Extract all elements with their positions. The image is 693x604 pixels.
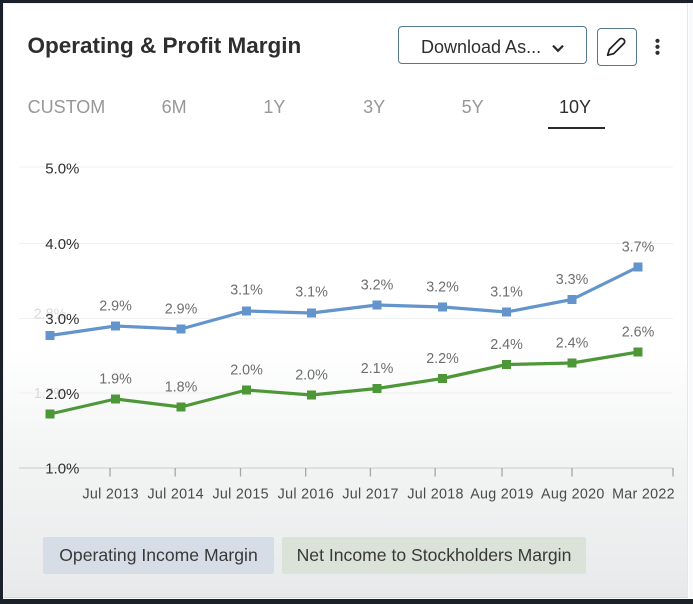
svg-text:2.9%: 2.9% — [165, 302, 198, 318]
svg-text:Jul 2013: Jul 2013 — [82, 486, 138, 502]
svg-text:2.4%: 2.4% — [490, 337, 523, 353]
svg-text:2.0%: 2.0% — [295, 368, 328, 384]
svg-text:5.0%: 5.0% — [45, 161, 79, 178]
svg-text:1.9%: 1.9% — [99, 372, 132, 388]
svg-text:2.9%: 2.9% — [99, 299, 132, 315]
svg-text:3.1%: 3.1% — [490, 285, 523, 301]
svg-text:4.0%: 4.0% — [45, 236, 79, 253]
svg-text:Jul 2017: Jul 2017 — [342, 486, 398, 502]
svg-text:Mar 2022: Mar 2022 — [612, 486, 675, 502]
svg-text:3.2%: 3.2% — [361, 278, 394, 294]
svg-text:3.0%: 3.0% — [45, 311, 79, 328]
svg-text:2.1%: 2.1% — [361, 361, 394, 377]
svg-text:Jul 2018: Jul 2018 — [407, 486, 463, 502]
svg-text:3.2%: 3.2% — [426, 280, 459, 296]
svg-text:2.4%: 2.4% — [556, 336, 589, 352]
svg-text:3.7%: 3.7% — [622, 240, 655, 256]
svg-text:2.0%: 2.0% — [230, 363, 263, 379]
svg-text:2.0%: 2.0% — [45, 386, 79, 403]
svg-text:1.7%: 1.7% — [34, 386, 67, 402]
svg-text:Jul 2014: Jul 2014 — [147, 486, 203, 502]
svg-text:Jul 2015: Jul 2015 — [212, 486, 268, 502]
svg-text:Aug 2019: Aug 2019 — [470, 486, 534, 502]
svg-text:2.2%: 2.2% — [426, 351, 459, 367]
svg-text:3.1%: 3.1% — [230, 283, 263, 299]
svg-text:1.0%: 1.0% — [45, 461, 79, 478]
svg-text:Aug 2020: Aug 2020 — [541, 486, 605, 502]
svg-text:1.8%: 1.8% — [165, 380, 198, 396]
svg-text:2.8%: 2.8% — [34, 307, 67, 323]
svg-text:3.3%: 3.3% — [556, 272, 589, 288]
svg-text:Jul 2016: Jul 2016 — [278, 486, 334, 502]
svg-text:2.6%: 2.6% — [622, 325, 655, 341]
svg-text:3.1%: 3.1% — [295, 285, 328, 301]
